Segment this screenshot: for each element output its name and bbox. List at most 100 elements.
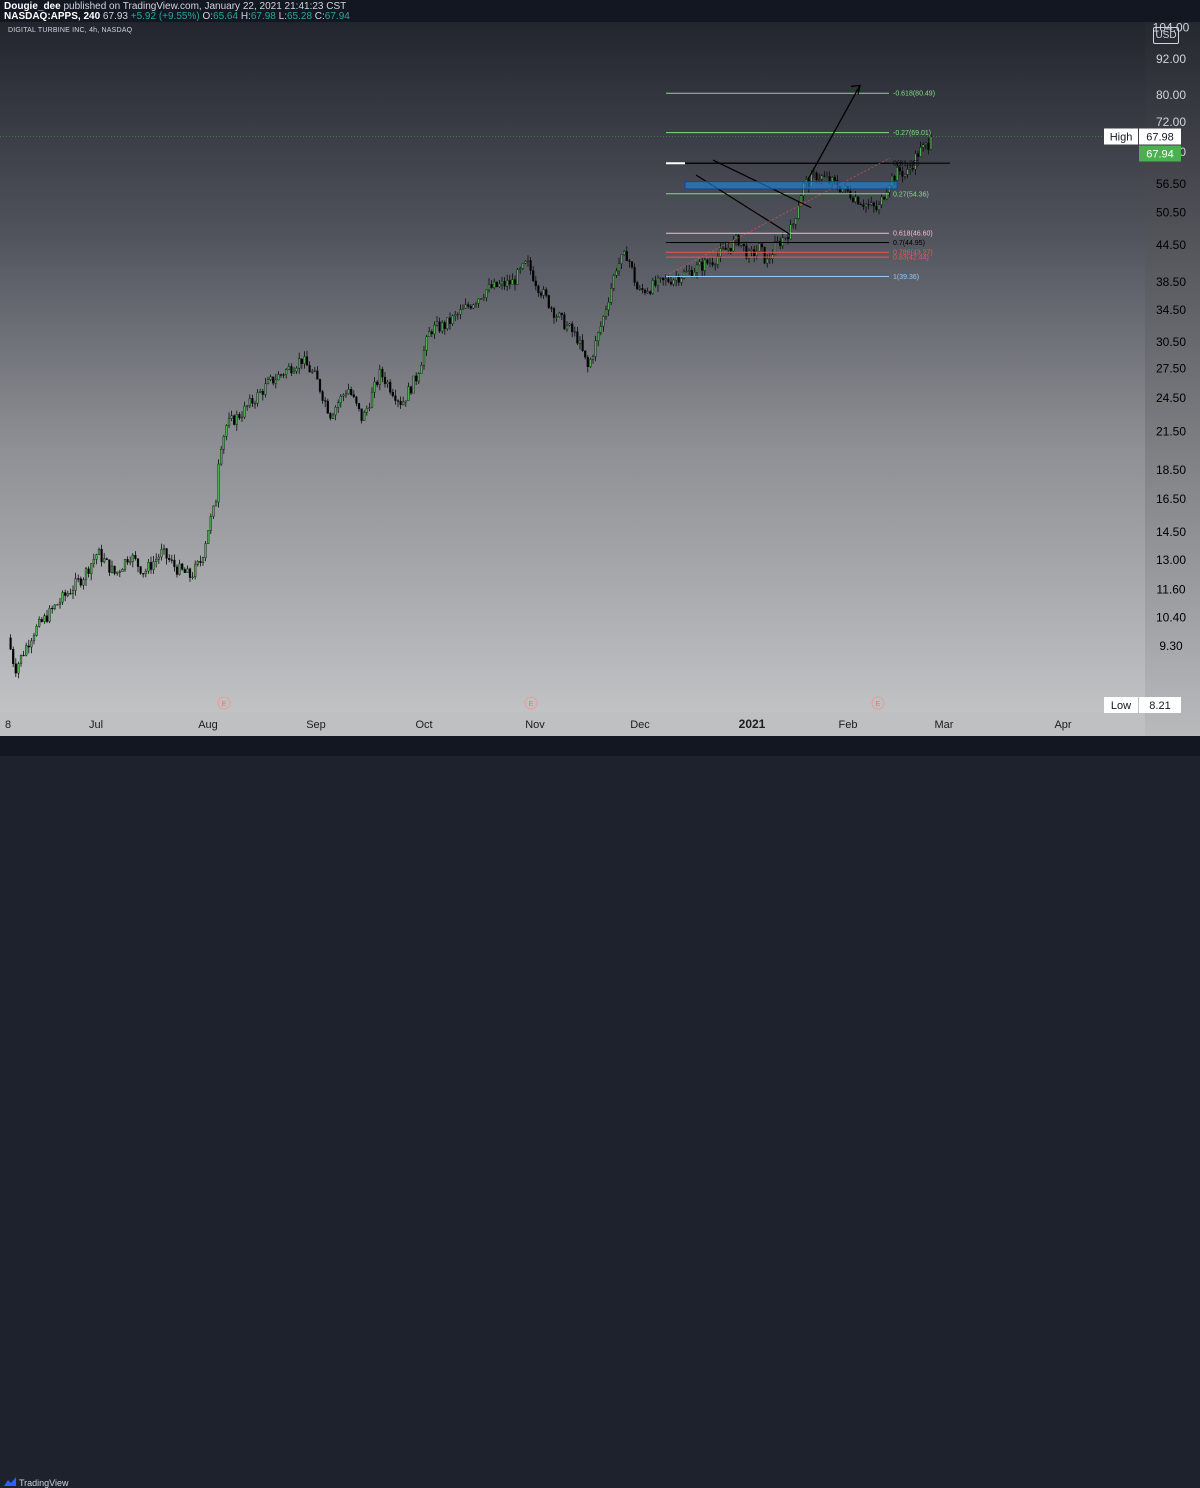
candle [877,204,881,211]
y-tick-label: 80.00 [1156,88,1186,102]
candle [365,408,368,413]
candle [368,407,371,409]
candle [833,177,836,181]
candle [279,374,283,376]
candlestick-chart[interactable]: -0.618(80.49) -0.27(69.01) 0(61.25) 0.27(54… [0,0,1200,756]
x-tick-label: 8 [5,719,11,731]
candle [568,323,571,326]
candle [727,247,730,250]
fib-trend-line [665,157,891,276]
low-tag-label: Low [1111,700,1131,712]
candle [896,167,899,181]
fibonacci-retracement[interactable]: -0.618(80.49) -0.27(69.01) 0(61.25) 0.27(54… [666,91,935,281]
candle [378,369,381,385]
currency-badge[interactable]: USD [1153,27,1179,44]
x-tick-label: Feb [839,719,858,731]
earnings-marker-label: E [222,701,227,708]
candle [313,370,316,372]
candle [61,592,64,603]
candle [633,267,636,283]
candle [851,197,855,202]
candle [459,309,462,315]
candle [95,554,98,560]
earnings-marker-icon[interactable] [871,696,885,710]
candle [825,176,829,178]
candle [97,549,101,555]
candle [266,379,270,384]
candle [381,369,384,378]
candle [207,530,210,544]
high-tag-label: High [1110,131,1133,143]
low-tag-box [1104,697,1138,713]
candle [321,391,324,401]
candle [646,291,649,294]
chart-plot-area[interactable] [0,22,1145,712]
candle [474,303,478,305]
candle [500,281,504,285]
candle [105,558,108,560]
time-axis[interactable] [0,712,1145,736]
candle [864,203,868,207]
candle [485,289,488,298]
candle [506,280,509,287]
candle [472,304,475,309]
candle [422,350,426,366]
candle [636,282,639,290]
candle [766,258,769,264]
candle [391,391,394,397]
candle [581,339,584,351]
candle [350,389,353,395]
target-arrow[interactable] [807,85,861,180]
earnings-marker-icon[interactable] [217,696,231,710]
candle [784,237,787,239]
price-axis-labels: 9.30 10.40 11.60 13.00 14.50 16.50 18.50 21.50 2… [1153,21,1190,653]
candle [490,284,493,289]
fib-level-label: 0.786(43.27) [893,250,933,257]
candle [53,604,56,609]
candle [30,640,33,648]
candle [487,284,491,291]
candle [116,571,119,574]
candle [162,548,166,550]
candle [537,285,540,294]
candle [898,167,901,172]
author-name[interactable]: Dougie_dee [4,1,61,12]
candle [875,206,878,211]
candle [363,411,366,421]
candle [924,142,927,145]
support-zone[interactable] [684,181,898,190]
candle [261,391,264,395]
candle [433,324,436,335]
candle [451,315,454,324]
candle [175,566,179,575]
candle [165,548,168,559]
close-label: C: [314,11,325,22]
candle [576,331,579,344]
drawings-layer[interactable] [0,84,1145,276]
candle [542,289,545,296]
earnings-marker-label: E [876,701,881,708]
candle [92,559,95,564]
candle [854,196,857,202]
candle [191,576,194,578]
candle [513,279,517,285]
candle [867,203,870,206]
candle [571,323,574,333]
candle [43,615,46,622]
y-tick-label: 18.50 [1156,463,1186,477]
x-tick-label: Nov [525,719,545,731]
candle [181,563,184,570]
candle [324,400,327,402]
open-value: 65.64 [213,11,239,22]
candle [295,367,298,372]
candle [19,654,23,664]
low-label: L: [278,11,287,22]
candle [620,254,623,264]
candle [578,339,582,344]
candle [669,281,673,285]
candle [454,314,457,317]
earnings-marker-icon[interactable] [524,696,538,710]
price-tags: High 67.98 67.94 Low 8.21 [1104,128,1181,713]
candle [9,637,12,650]
